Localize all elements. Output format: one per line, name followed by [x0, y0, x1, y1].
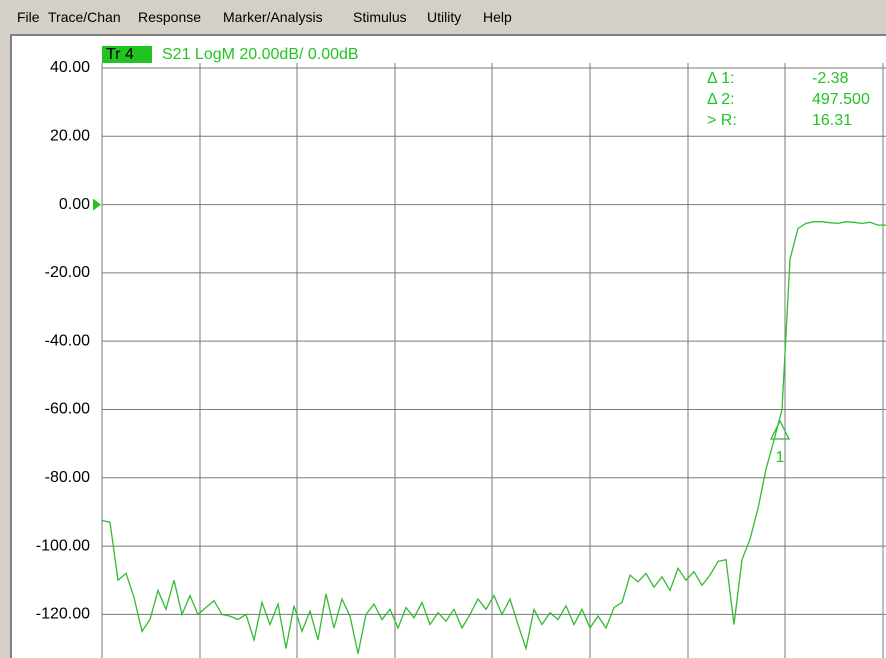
trace-label-box: [102, 46, 152, 63]
y-tick-label: 0.00: [59, 196, 90, 213]
reference-marker: [93, 198, 101, 211]
y-tick-label: -20.00: [45, 264, 90, 281]
marker-symbol: [769, 419, 791, 440]
y-tick-label: 20.00: [50, 127, 90, 144]
readout-value: 16.31: [812, 112, 852, 129]
chart-title: S21 LogM 20.00dB/ 0.00dB: [162, 46, 359, 63]
marker-label: 1: [776, 449, 785, 466]
trace-window: [10, 34, 886, 658]
y-tick-label: -40.00: [45, 332, 90, 349]
y-tick-label: -60.00: [45, 401, 90, 418]
readout-name: > R:: [707, 112, 737, 129]
readout-name: Δ 1:: [707, 70, 735, 87]
menu-bar: File Trace/Chan Response Marker/Analysis…: [0, 0, 886, 34]
menu-item[interactable]: Help: [483, 9, 512, 25]
readout-value: 497.500: [812, 91, 870, 108]
y-tick-label: 40.00: [50, 59, 90, 76]
menu-item[interactable]: Stimulus: [353, 9, 407, 25]
trace-line: [102, 221, 886, 654]
y-tick-label: -80.00: [45, 469, 90, 486]
menu-item[interactable]: File: [17, 9, 40, 25]
readout-name: Δ 2:: [707, 91, 735, 108]
menu-item[interactable]: Response: [138, 9, 202, 25]
menu-item[interactable]: Utility: [427, 9, 462, 25]
readout-value: -2.38: [812, 70, 849, 87]
trace-label: Tr 4: [106, 46, 134, 63]
y-tick-label: -100.00: [36, 537, 90, 554]
menu-item[interactable]: Marker/Analysis: [223, 9, 323, 25]
vertical-grid: [101, 63, 884, 658]
y-tick-label: -120.00: [36, 606, 90, 623]
menu-item[interactable]: Trace/Chan: [48, 9, 121, 25]
